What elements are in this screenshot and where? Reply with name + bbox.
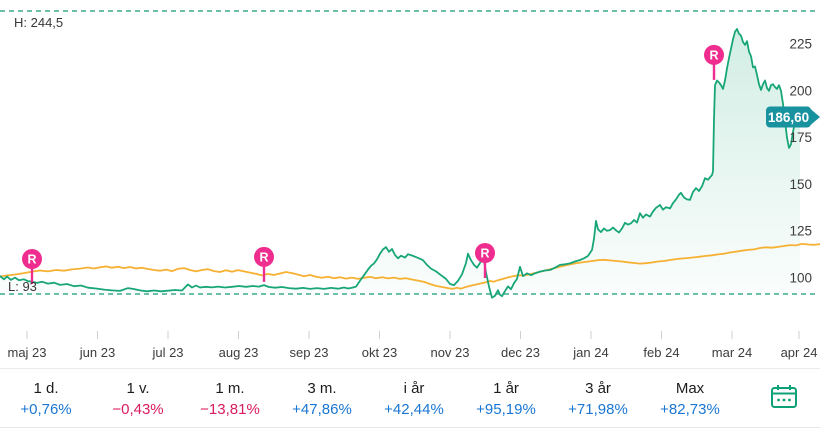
svg-text:R: R — [259, 250, 268, 264]
svg-text:186,60: 186,60 — [768, 110, 809, 125]
report-marker[interactable]: R — [475, 243, 495, 278]
svg-text:R: R — [27, 253, 36, 267]
y-axis-label: 225 — [789, 37, 812, 52]
y-axis-label: 200 — [789, 83, 812, 98]
period-label: 1 v. — [126, 380, 150, 397]
area-fill — [0, 29, 800, 298]
period-change: +47,86% — [292, 401, 352, 418]
period-change: +0,76% — [20, 401, 72, 418]
svg-text:R: R — [709, 48, 718, 62]
y-axis-label: 100 — [789, 271, 812, 286]
calendar-button[interactable] — [768, 382, 800, 412]
period-button-1m[interactable]: 1 m. −13,81% — [184, 378, 276, 421]
period-list: 1 d. +0,76% 1 v. −0,43% 1 m. −13,81% 3 m… — [0, 369, 736, 421]
x-axis-label: apr 24 — [781, 345, 818, 360]
x-axis-label: jul 23 — [151, 345, 183, 360]
period-selector-bar: 1 d. +0,76% 1 v. −0,43% 1 m. −13,81% 3 m… — [0, 368, 820, 428]
period-change: +42,44% — [384, 401, 444, 418]
period-button-3y[interactable]: 3 år +71,98% — [552, 378, 644, 421]
report-marker[interactable]: R — [22, 249, 42, 284]
period-label: 1 d. — [33, 380, 59, 397]
x-axis-label: sep 23 — [289, 345, 328, 360]
period-label: i år — [403, 380, 425, 397]
svg-text:R: R — [480, 247, 489, 261]
x-axis-label: jan 24 — [572, 345, 608, 360]
y-axis-label: 125 — [789, 224, 812, 239]
x-axis-label: dec 23 — [501, 345, 540, 360]
period-button-1y[interactable]: 1 år +95,19% — [460, 378, 552, 421]
period-button-3m[interactable]: 3 m. +47,86% — [276, 378, 368, 421]
period-label: 1 m. — [215, 380, 245, 397]
x-axis-label: feb 24 — [643, 345, 679, 360]
period-change: +82,73% — [660, 401, 720, 418]
calendar-icon — [771, 385, 797, 408]
x-axis-label: maj 23 — [7, 345, 46, 360]
period-label: 3 år — [585, 380, 611, 397]
report-marker[interactable]: R — [704, 44, 724, 80]
high-label: H: 244,5 — [14, 15, 63, 30]
x-axis-label: nov 23 — [430, 345, 469, 360]
period-button-1d[interactable]: 1 d. +0,76% — [0, 378, 92, 421]
price-series — [0, 28, 801, 299]
y-axis-label: 175 — [789, 130, 812, 145]
period-button-1v[interactable]: 1 v. −0,43% — [92, 378, 184, 421]
report-marker[interactable]: R — [254, 246, 274, 282]
period-button-ytd[interactable]: i år +42,44% — [368, 378, 460, 421]
y-axis-label: 150 — [789, 177, 812, 192]
x-axis-label: mar 24 — [712, 345, 752, 360]
period-change: +71,98% — [568, 401, 628, 418]
x-axis-label: okt 23 — [362, 345, 397, 360]
period-button-max[interactable]: Max +82,73% — [644, 378, 736, 421]
period-change: +95,19% — [476, 401, 536, 418]
x-axis-label: aug 23 — [219, 345, 259, 360]
period-change: −13,81% — [200, 401, 260, 418]
period-label: Max — [675, 380, 705, 397]
x-axis-label: jun 23 — [79, 345, 115, 360]
benchmark-series — [0, 243, 820, 290]
price-badge: 186,60 — [766, 106, 820, 128]
low-label: L: 93 — [8, 279, 37, 294]
period-change: −0,43% — [112, 401, 164, 418]
period-label: 1 år — [493, 380, 519, 397]
period-label: 3 m. — [307, 380, 337, 397]
price-chart[interactable]: R R R R 225 200 175 150 125 100 H: 244,5 L: 93 186,6… — [0, 0, 820, 368]
